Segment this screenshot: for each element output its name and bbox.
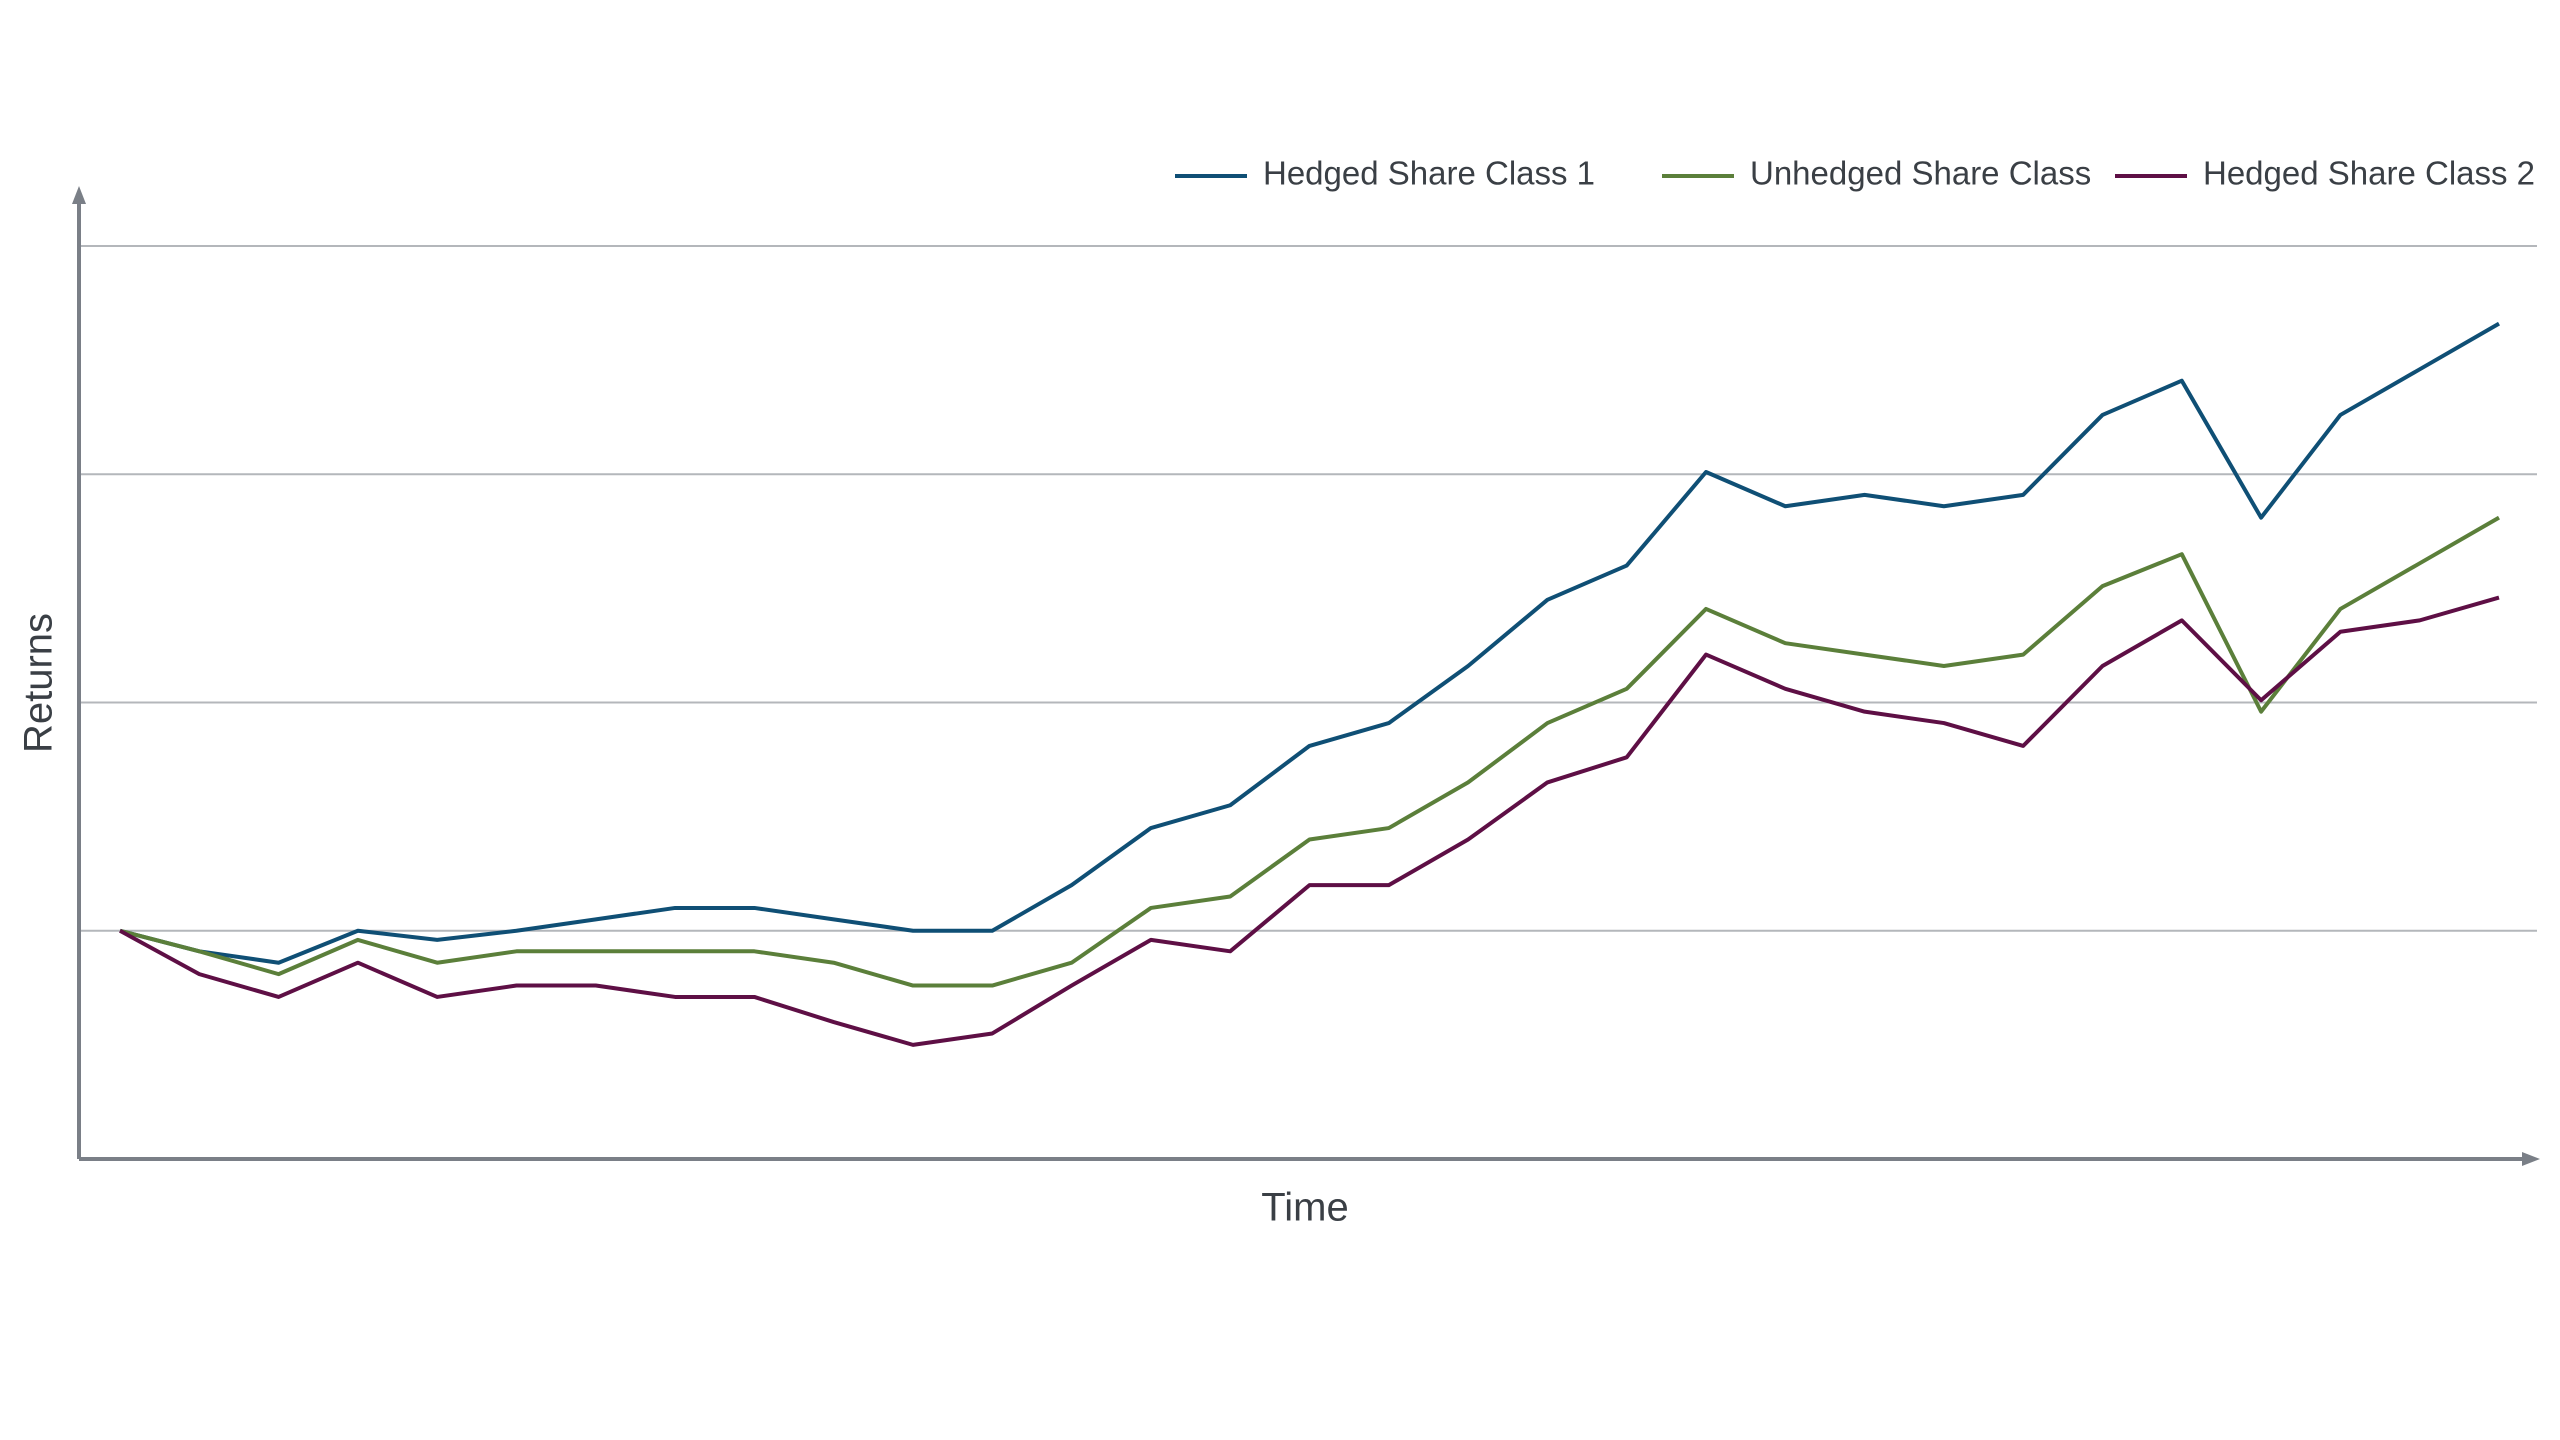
legend-label: Hedged Share Class 1: [1263, 155, 1595, 192]
x-axis-arrow: [2522, 1152, 2540, 1166]
y-axis-arrow: [72, 186, 86, 204]
series-line: [119, 321, 2500, 965]
x-axis-label: Time: [1261, 1186, 1348, 1230]
legend-label: Hedged Share Class 2: [2203, 155, 2535, 192]
legend-label: Unhedged Share Class: [1750, 155, 2091, 192]
series-line: [119, 515, 2500, 988]
y-axis-label: Returns: [17, 613, 61, 753]
series-line: [119, 595, 2500, 1047]
